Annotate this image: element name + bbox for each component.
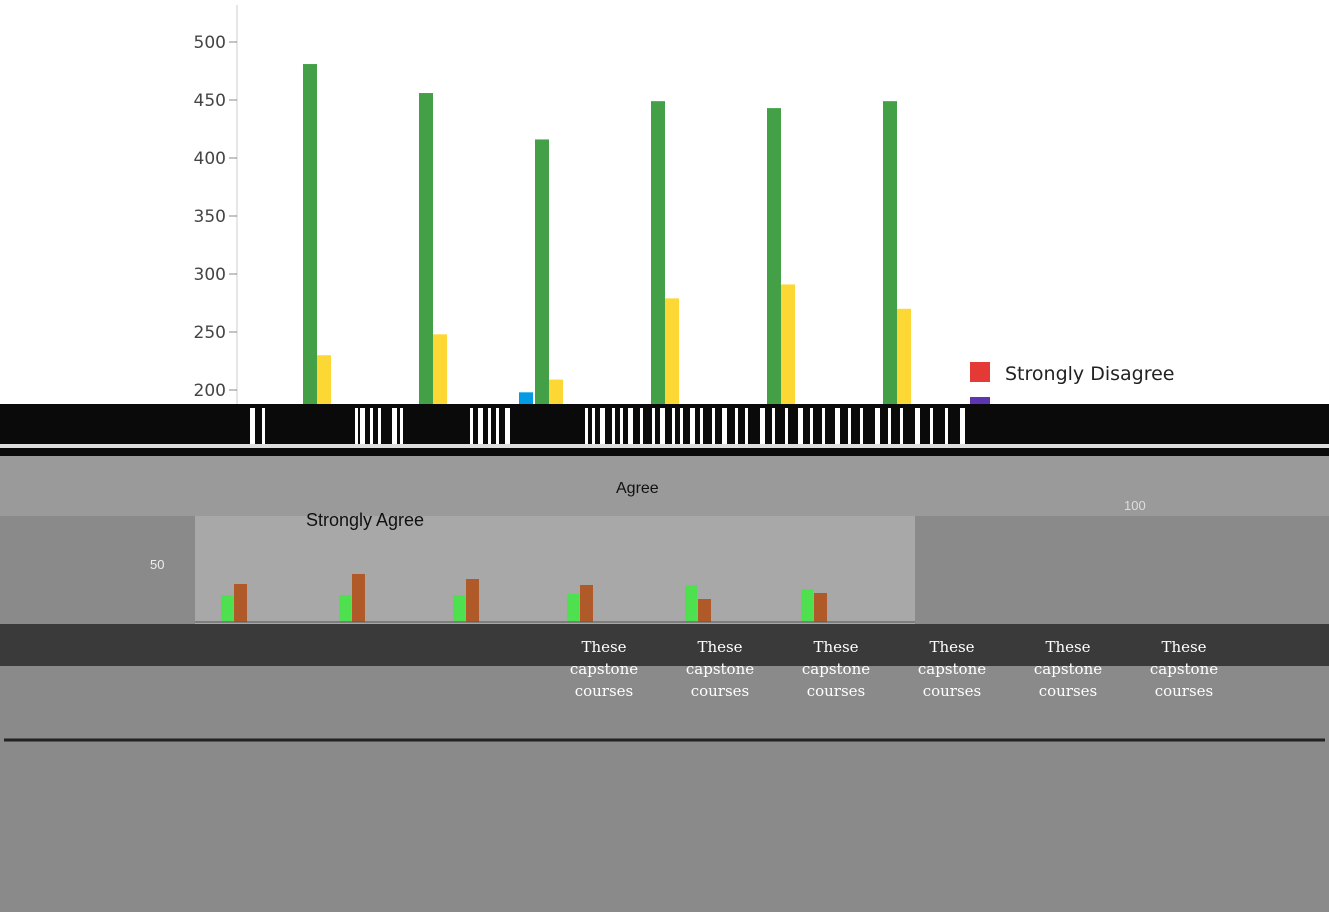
label-band <box>0 624 1329 666</box>
category-label: These capstone courses <box>917 638 987 700</box>
chart-upper-panel: 200 250 300 350 400 450 500 Strongly Disagree <box>194 5 1174 404</box>
render-artifact-band <box>0 404 1329 456</box>
lower-bar-a-4 <box>567 594 579 622</box>
artifact-stripe <box>745 408 748 446</box>
lower-bar-b-2 <box>352 574 365 622</box>
artifact-stripe <box>722 408 727 446</box>
lower-bar-b-3 <box>466 579 479 622</box>
lower-bar-b-1 <box>234 584 247 622</box>
y-tick-label: 300 <box>194 265 226 285</box>
artifact-stripe <box>810 408 813 446</box>
artifact-stripe <box>478 408 483 446</box>
bar-agree-4 <box>651 101 665 404</box>
artifact-stripe <box>585 408 588 446</box>
artifact-stripe <box>915 408 920 446</box>
y-tick-label: 500 <box>194 33 226 53</box>
artifact-stripe <box>860 408 863 446</box>
y-tick-label: 400 <box>194 149 226 169</box>
artifact-stripe <box>400 408 403 446</box>
artifact-stripe <box>785 408 788 446</box>
artifact-stripe <box>760 408 765 446</box>
bar-strongly-agree-3 <box>549 379 563 404</box>
category-label: These capstone courses <box>801 638 871 700</box>
artifact-stripe <box>360 408 365 446</box>
legend-label-strongly-agree: Strongly Agree <box>306 510 425 530</box>
artifact-stripe <box>772 408 775 446</box>
lower-bar-a-3 <box>453 595 465 622</box>
bar-neutral-3 <box>519 392 533 404</box>
artifact-stripe <box>835 408 840 446</box>
artifact-stripe <box>262 408 265 446</box>
legend-swatch-disagree <box>970 397 990 404</box>
y-tick-label: 350 <box>194 207 226 227</box>
lower-bar-b-5 <box>698 599 711 622</box>
artifact-stripe <box>960 408 965 446</box>
artifact-stripe <box>875 408 880 446</box>
artifact-stripe <box>600 408 605 446</box>
bar-strongly-agree-5 <box>781 284 795 404</box>
bar-strongly-agree-6 <box>897 308 911 404</box>
bar-agree-3 <box>535 139 549 404</box>
lower-bar-a-5 <box>685 585 697 622</box>
category-label: These capstone courses <box>1149 638 1219 700</box>
artifact-stripe <box>848 408 851 446</box>
legend-label-strongly-disagree: Strongly Disagree <box>1005 363 1174 385</box>
artifact-stripe <box>496 408 499 446</box>
lower-bar-a-1 <box>221 595 233 622</box>
bar-strongly-agree-1 <box>317 355 331 404</box>
artifact-stripe <box>690 408 695 446</box>
bar-agree-2 <box>419 93 433 404</box>
y-tick-label-100: 100 <box>1124 498 1146 513</box>
bar-agree-5 <box>767 108 781 404</box>
bar-strongly-agree-4 <box>665 298 679 404</box>
lower-bar-a-2 <box>339 595 351 622</box>
category-label: These capstone courses <box>685 638 755 700</box>
artifact-stripe <box>712 408 715 446</box>
legend-label-agree: Agree <box>616 480 659 497</box>
artifact-stripe <box>640 408 643 446</box>
legend-swatch-strongly-disagree <box>970 362 990 382</box>
artifact-stripe <box>822 408 825 446</box>
category-label: These capstone courses <box>1033 638 1103 700</box>
artifact-stripe <box>798 408 803 446</box>
artifact-stripe <box>888 408 891 446</box>
artifact-stripe <box>652 408 655 446</box>
artifact-stripe <box>370 408 373 446</box>
lower-bar-a-6 <box>801 589 813 622</box>
artifact-stripe <box>378 408 381 446</box>
chart-lower-panel <box>0 456 1329 912</box>
lower-bar-b-6 <box>814 593 827 622</box>
bar-agree-1 <box>303 64 317 404</box>
artifact-stripe <box>930 408 933 446</box>
y-tick-label: 200 <box>194 381 226 401</box>
artifact-stripe <box>672 408 675 446</box>
artifact-stripe <box>628 408 633 446</box>
artifact-stripe <box>620 408 623 446</box>
artifact-stripe <box>900 408 903 446</box>
artifact-stripe <box>660 408 665 446</box>
artifact-stripe <box>735 408 738 446</box>
artifact-stripe <box>250 408 255 446</box>
category-label: These capstone courses <box>569 638 639 700</box>
bar-strongly-agree-2 <box>433 334 447 404</box>
artifact-stripe <box>505 408 510 446</box>
artifact-stripe <box>470 408 473 446</box>
artifact-stripe <box>945 408 948 446</box>
lower-bar-b-4 <box>580 585 593 622</box>
panel-top-strip <box>0 456 1329 516</box>
artifact-stripe <box>488 408 491 446</box>
artifact-stripe <box>700 408 703 446</box>
chart-lower-svg <box>0 456 1329 742</box>
artifact-stripe <box>355 408 358 446</box>
artifact-stripe <box>392 408 397 446</box>
y-tick-label: 250 <box>194 323 226 343</box>
artifact-stripe <box>612 408 615 446</box>
artifact-stripe <box>592 408 595 446</box>
y-tick-label: 450 <box>194 91 226 111</box>
y-tick-label-50: 50 <box>150 557 165 572</box>
artifact-stripe <box>680 408 683 446</box>
bar-agree-6 <box>883 101 897 404</box>
artifact-bar <box>0 444 1329 448</box>
plot-area <box>195 516 915 624</box>
